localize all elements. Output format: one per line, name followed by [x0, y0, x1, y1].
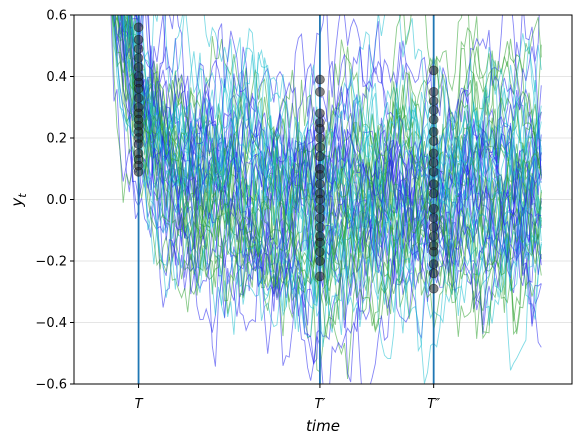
y-tick-label: −0.4 [35, 316, 67, 331]
cross-section-point [428, 283, 439, 294]
cross-section-point [315, 86, 325, 97]
cross-section-point [315, 151, 325, 162]
y-tick-label: 0.2 [46, 132, 67, 147]
cross-section-point [133, 22, 144, 33]
cross-section-point [133, 43, 144, 54]
sample-path [120, 15, 542, 326]
sample-path [125, 15, 542, 286]
sample-path [121, 15, 542, 339]
cross-section-point [133, 83, 144, 94]
cross-section-point [428, 136, 439, 146]
sample-path [128, 15, 542, 299]
cross-section-point [428, 188, 439, 199]
cross-section-point [428, 222, 439, 233]
x-tick-label: T′ [314, 397, 325, 412]
cross-section-point [133, 93, 144, 103]
cross-section-points [133, 22, 439, 294]
cross-section-point [428, 65, 439, 76]
y-axis-title: yt [8, 193, 29, 208]
cross-section-point [133, 53, 144, 63]
cross-section-point [315, 256, 325, 266]
cross-section-point [315, 194, 325, 205]
y-tick-label: −0.6 [35, 378, 67, 393]
cross-section-point [315, 237, 325, 248]
cross-section-point [315, 108, 325, 119]
cross-section-point [315, 271, 325, 282]
cross-section-point [315, 123, 325, 134]
y-tick-label: −0.2 [35, 255, 67, 270]
cross-section-point [428, 268, 439, 279]
sample-path [126, 15, 542, 384]
cross-section-point [315, 74, 325, 85]
y-axis: −0.6 −0.4 −0.2 0.0 0.2 0.4 0.6 [35, 9, 74, 393]
cross-section-point [315, 142, 325, 153]
cross-section-point [315, 213, 325, 223]
x-tick-label: T [135, 397, 144, 412]
cross-section-point [133, 34, 144, 45]
cross-section-point [428, 126, 439, 137]
y-tick-label: 0.4 [46, 70, 67, 85]
sample-paths [110, 15, 542, 384]
sample-path [126, 15, 542, 339]
cross-section-point [315, 246, 325, 257]
cross-section-point [428, 114, 439, 125]
cross-section-point [428, 148, 439, 159]
sample-path [123, 15, 542, 308]
cross-section-point [428, 259, 439, 269]
cross-section-point [428, 105, 439, 116]
cross-section-point [428, 86, 439, 97]
x-axis: T T′ T″ [135, 384, 440, 412]
cross-section-point [315, 169, 325, 180]
cross-section-point [428, 246, 439, 257]
cross-section-point [315, 133, 325, 143]
sample-path [112, 15, 542, 353]
y-tick-label: 0.0 [46, 193, 67, 208]
cross-section-point [133, 139, 144, 150]
cross-section-point [428, 213, 439, 223]
cross-section-point [315, 222, 325, 233]
sample-path [127, 15, 542, 334]
sample-path [135, 15, 542, 307]
sample-path [135, 15, 542, 312]
cross-section-point [428, 203, 439, 214]
sample-path [121, 15, 542, 298]
cross-section-point [428, 179, 439, 190]
x-axis-title: time [306, 417, 340, 435]
cross-section-point [428, 231, 439, 242]
y-tick-label: 0.6 [46, 9, 67, 24]
cross-section-point [133, 166, 144, 177]
cross-section-point [428, 96, 439, 106]
cross-section-point [428, 157, 439, 168]
cross-section-point [315, 179, 325, 190]
sample-path [111, 15, 542, 335]
cross-section-point [133, 62, 144, 73]
cross-section-point [315, 203, 325, 214]
x-tick-label: T″ [427, 397, 440, 412]
cross-section-point [428, 166, 439, 177]
